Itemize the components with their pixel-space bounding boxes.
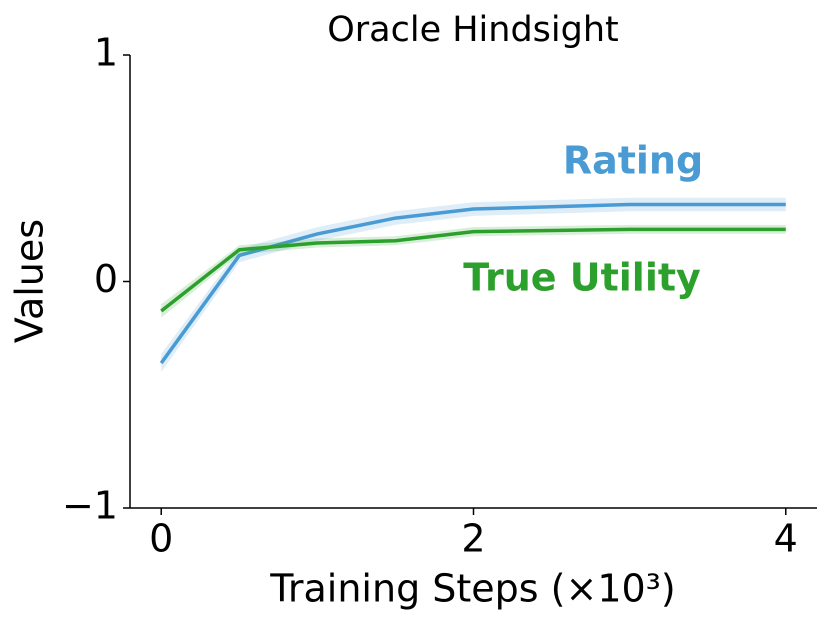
series-line	[159, 202, 786, 365]
x-axis-label: Training Steps (×10³)	[269, 567, 676, 611]
y-tick-label: 1	[94, 31, 118, 75]
x-tick-label: 2	[461, 517, 485, 561]
y-tick-label: 0	[94, 257, 118, 301]
x-tick-label: 4	[774, 517, 798, 561]
series-line	[160, 227, 786, 313]
x-tick-label: 0	[149, 517, 173, 561]
y-axis-label: Values	[8, 219, 52, 343]
series-label: Rating	[563, 139, 703, 183]
y-tick-label: −1	[62, 484, 118, 528]
chart-title: Oracle Hindsight	[327, 10, 619, 50]
series-label: True Utility	[463, 256, 701, 300]
